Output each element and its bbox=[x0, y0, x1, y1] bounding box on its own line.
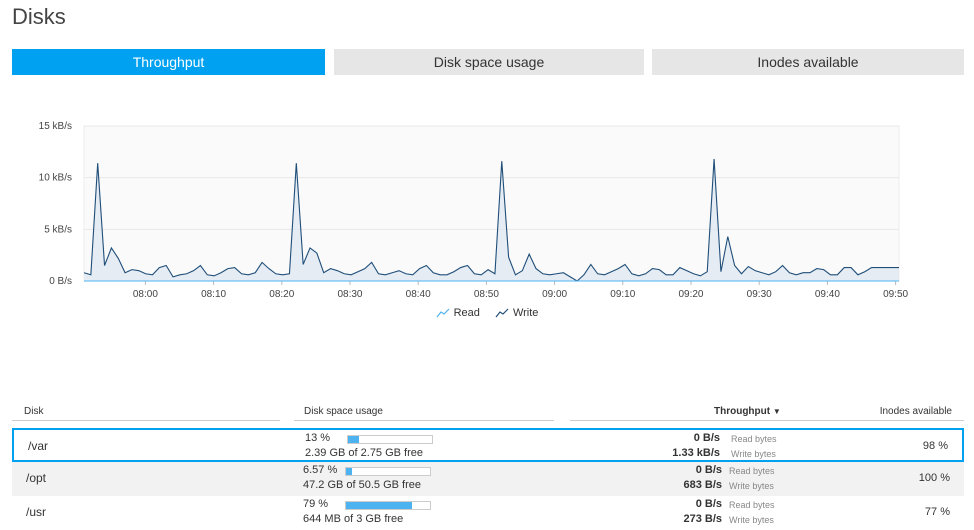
legend-item-read[interactable]: Read bbox=[436, 307, 480, 319]
write-bytes-label: Write bytes bbox=[731, 449, 776, 459]
disk-name: /var bbox=[28, 439, 49, 453]
legend-item-write[interactable]: Write bbox=[495, 307, 538, 319]
header-inodes-available[interactable]: Inodes available bbox=[879, 406, 952, 417]
y-tick-label: 0 B/s bbox=[49, 276, 72, 287]
table-row-usr[interactable]: /usr 79 % 644 MB of 3 GB free 0 B/s Read… bbox=[12, 496, 964, 530]
free-space: 47.2 GB of 50.5 GB free bbox=[303, 479, 422, 491]
header-throughput[interactable]: Throughput ▼ bbox=[714, 406, 781, 417]
page-title: Disks bbox=[12, 4, 66, 29]
y-tick-label: 5 kB/s bbox=[44, 224, 72, 235]
inodes-available: 100 % bbox=[918, 472, 950, 484]
table-row-opt[interactable]: /opt 6.57 % 47.2 GB of 50.5 GB free 0 B/… bbox=[12, 462, 964, 496]
y-tick-label: 10 kB/s bbox=[39, 173, 72, 184]
header-disk-space-usage[interactable]: Disk space usage bbox=[304, 406, 383, 417]
free-space: 2.39 GB of 2.75 GB free bbox=[305, 447, 424, 459]
write-series-line bbox=[83, 159, 899, 282]
tab-disk-space-usage[interactable]: Disk space usage bbox=[334, 49, 644, 75]
read-bytes-label: Read bytes bbox=[729, 466, 775, 476]
header-divider bbox=[294, 420, 554, 421]
x-tick-label: 09:50 bbox=[883, 289, 908, 300]
write-throughput: 683 B/s bbox=[683, 479, 722, 491]
x-tick-label: 09:30 bbox=[747, 289, 772, 300]
usage-bar bbox=[347, 435, 433, 444]
header-throughput-label: Throughput bbox=[714, 406, 771, 417]
write-throughput: 1.33 kB/s bbox=[672, 447, 720, 459]
y-tick-label: 15 kB/s bbox=[39, 121, 72, 132]
usage-bar bbox=[345, 467, 431, 476]
write-bytes-label: Write bytes bbox=[729, 481, 774, 491]
read-bytes-label: Read bytes bbox=[731, 434, 777, 444]
inodes-available: 98 % bbox=[922, 440, 948, 452]
read-throughput: 0 B/s bbox=[693, 432, 720, 444]
tab-bar: Throughput Disk space usage Inodes avail… bbox=[12, 49, 964, 75]
header-disk[interactable]: Disk bbox=[24, 406, 44, 417]
header-divider bbox=[570, 420, 964, 421]
read-throughput: 0 B/s bbox=[695, 464, 722, 476]
table-header: Disk Disk space usage Throughput ▼ Inode… bbox=[12, 401, 964, 421]
x-tick-label: 09:00 bbox=[542, 289, 567, 300]
x-tick-label: 08:20 bbox=[269, 289, 294, 300]
table-row-var[interactable]: /var 13 % 2.39 GB of 2.75 GB free 0 B/s … bbox=[12, 428, 964, 462]
write-line-icon bbox=[495, 308, 509, 318]
x-tick-label: 08:50 bbox=[474, 289, 499, 300]
write-throughput: 273 B/s bbox=[683, 513, 722, 525]
usage-bar-fill bbox=[346, 468, 352, 475]
usage-bar-fill bbox=[346, 502, 413, 509]
throughput-chart: 15 kB/s 10 kB/s 5 kB/s 0 B/s 08:00 08:10 08:20… bbox=[39, 121, 909, 300]
usage-percent: 6.57 % bbox=[303, 464, 338, 476]
free-space: 644 MB of 3 GB free bbox=[303, 513, 404, 525]
read-throughput: 0 B/s bbox=[695, 498, 722, 510]
header-divider bbox=[12, 420, 280, 421]
usage-bar bbox=[345, 501, 431, 510]
x-tick-label: 09:20 bbox=[678, 289, 703, 300]
sort-desc-icon: ▼ bbox=[772, 407, 781, 416]
x-tick-label: 09:40 bbox=[815, 289, 840, 300]
inodes-available: 77 % bbox=[924, 506, 950, 518]
x-tick-label: 08:00 bbox=[133, 289, 158, 300]
x-tick-label: 09:10 bbox=[610, 289, 635, 300]
x-tick-label: 08:30 bbox=[337, 289, 362, 300]
usage-bar-fill bbox=[348, 436, 359, 443]
plot-area bbox=[83, 125, 900, 282]
x-tick-label: 08:10 bbox=[201, 289, 226, 300]
tab-inodes-available[interactable]: Inodes available bbox=[652, 49, 964, 75]
tab-throughput[interactable]: Throughput bbox=[12, 49, 325, 75]
usage-percent: 79 % bbox=[303, 498, 329, 510]
legend-label-write: Write bbox=[512, 307, 539, 319]
disk-name: /opt bbox=[26, 471, 47, 485]
read-bytes-label: Read bytes bbox=[729, 500, 775, 510]
write-bytes-label: Write bytes bbox=[729, 515, 774, 525]
disk-name: /usr bbox=[26, 505, 47, 519]
x-tick-label: 08:40 bbox=[406, 289, 431, 300]
chart-legend: Read Write bbox=[0, 307, 974, 321]
usage-percent: 13 % bbox=[305, 432, 331, 444]
read-line-icon bbox=[436, 308, 450, 318]
legend-label-read: Read bbox=[453, 307, 480, 319]
